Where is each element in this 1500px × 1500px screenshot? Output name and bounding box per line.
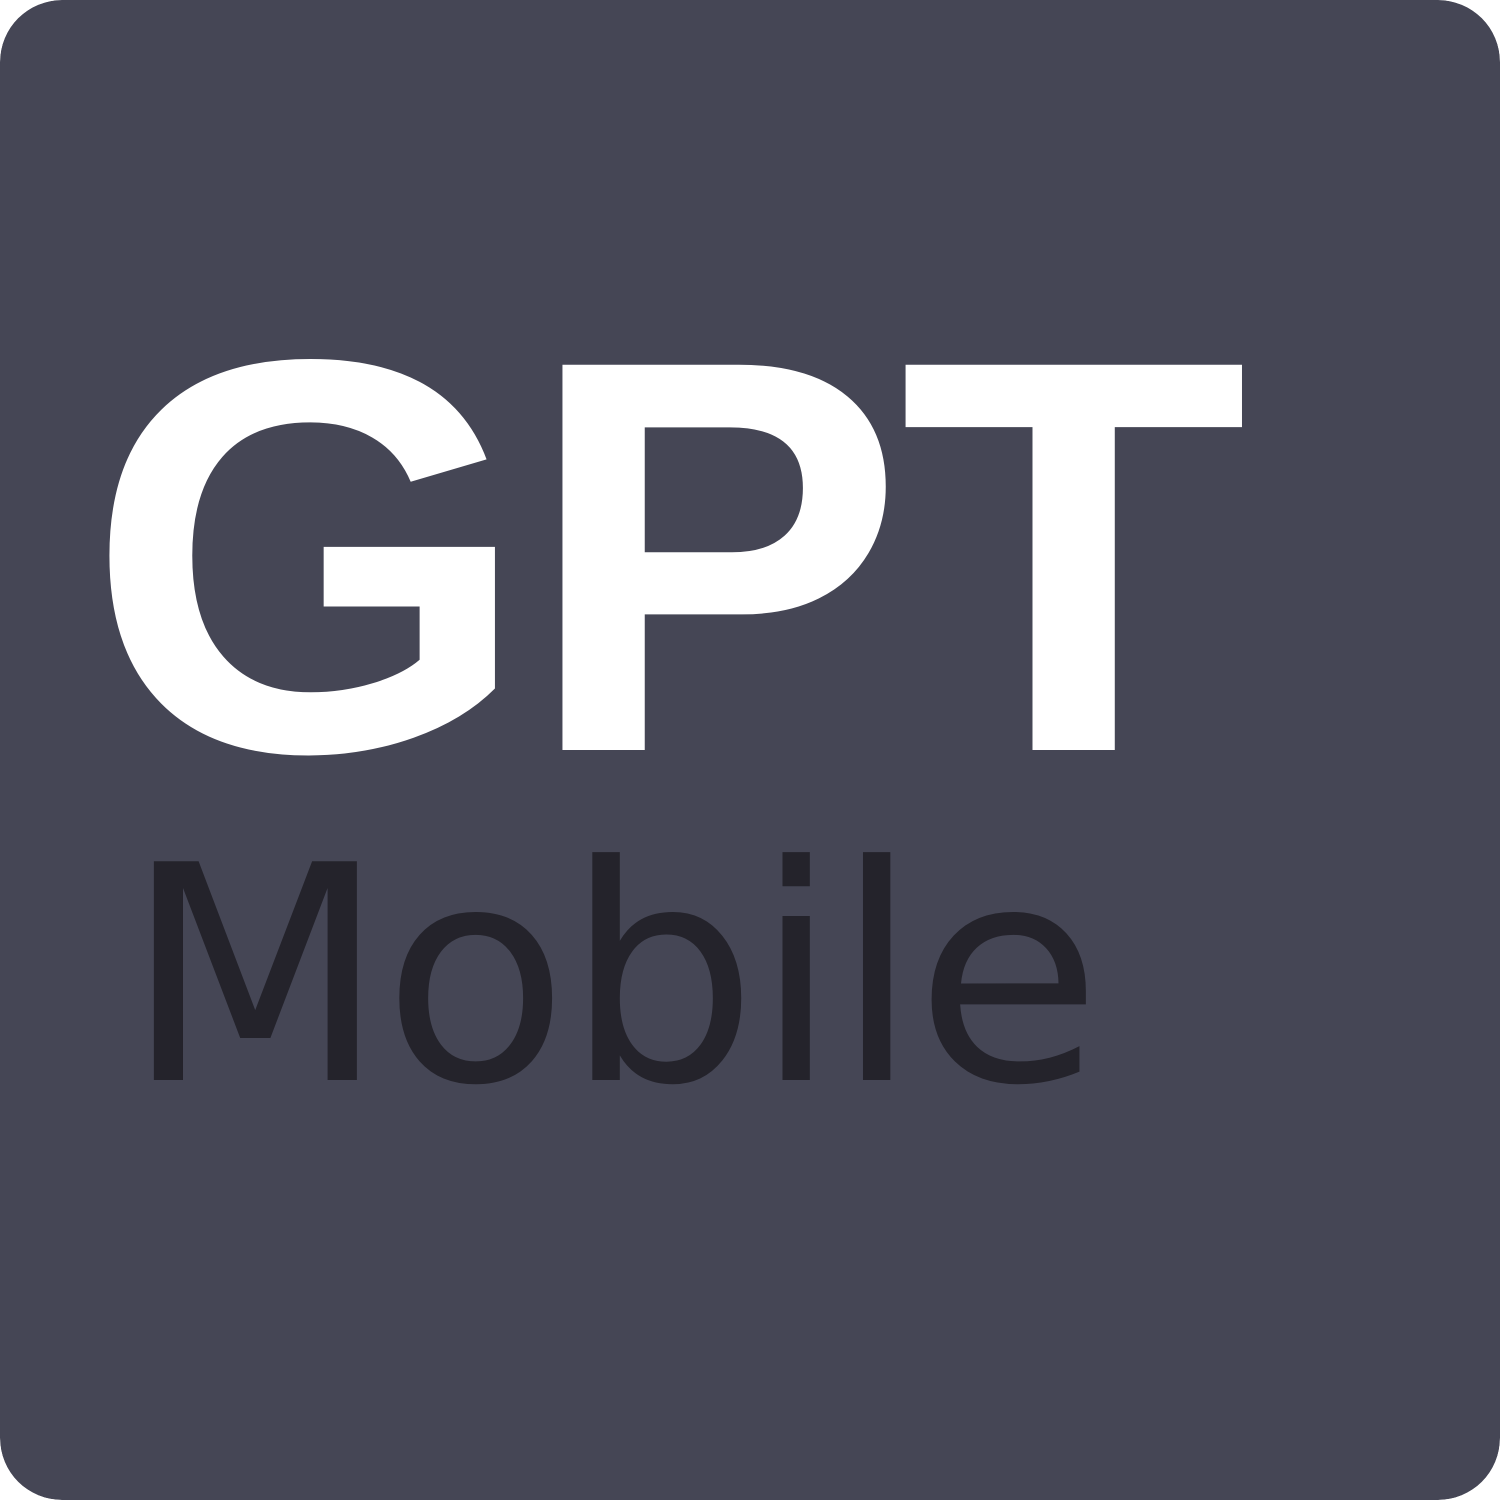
primary-wordmark: GPT bbox=[86, 243, 1247, 869]
secondary-wordmark: Mobile bbox=[124, 802, 1098, 1151]
